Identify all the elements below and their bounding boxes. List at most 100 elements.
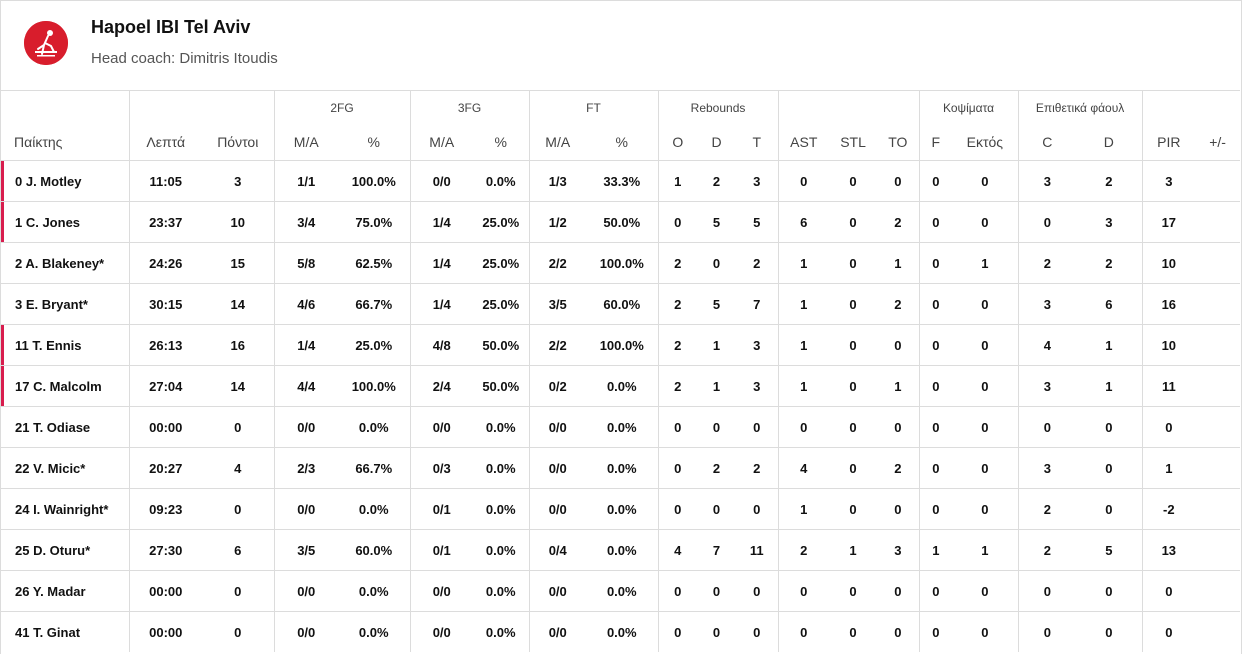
player-row: 2 A. Blakeney* 24:26 15 5/8 62.5% 1/4 25.0% 2/2… — [1, 242, 1241, 284]
col-turnovers[interactable]: TO — [888, 133, 908, 150]
cell-points: 6 — [202, 529, 274, 571]
cell-player-name[interactable]: 22 V. Micic* — [1, 447, 129, 489]
cell-steals: 0 — [849, 624, 857, 640]
cell-pir: 1 — [1141, 447, 1196, 489]
cell-fg3-made-attempted: 0/3 — [409, 447, 473, 489]
col-blocks-for[interactable]: F — [918, 123, 953, 161]
cell-steals: 1 — [829, 529, 878, 571]
cell-ft-pct: 60.0% — [586, 283, 659, 325]
cell-points: 16 — [202, 324, 274, 366]
cell-player-name[interactable]: 17 C. Malcolm — [1, 365, 129, 407]
cell-fouls-committed: 2 — [1017, 242, 1077, 284]
cell-fouls-committed: 2 — [1017, 488, 1077, 530]
player-row: 24 I. Wainright* 09:23 0 0/0 0.0% 0/1 0.0% 0/0 0… — [1, 488, 1241, 530]
cell-player-name[interactable]: 3 E. Bryant* — [1, 283, 129, 325]
cell-reb-offensive: 0 — [657, 488, 698, 530]
cell-fg2-pct: 66.7% — [338, 283, 410, 325]
cell-player-name[interactable]: 26 Y. Madar — [1, 570, 129, 612]
cell-turnovers: 2 — [877, 201, 920, 243]
cell-plus-minus — [1195, 365, 1241, 407]
cell-player-name[interactable]: 0 J. Motley — [1, 160, 129, 202]
group-spacer — [777, 91, 920, 123]
col-blocks-against[interactable]: Εκτός — [966, 133, 1004, 150]
cell-assists: 4 — [777, 447, 830, 489]
col-2fg-pct[interactable]: % — [367, 133, 380, 150]
cell-reb-total: 2 — [736, 242, 779, 284]
cell-turnovers: 3 — [877, 529, 920, 571]
cell-reb-defensive: 0 — [697, 406, 737, 448]
cell-fouls-drawn: 0 — [1076, 570, 1143, 612]
cell-pir: 11 — [1141, 365, 1196, 407]
cell-fouls-drawn: 1 — [1076, 365, 1143, 407]
cell-turnovers: 0 — [877, 570, 920, 612]
cell-fg2-made-attempted: 5/8 — [273, 242, 338, 284]
cell-ft-made-attempted: 1/2 — [528, 201, 586, 243]
cell-ft-made-attempted: 1/3 — [528, 160, 586, 202]
col-ft-made-attempted[interactable]: M/A — [528, 123, 586, 161]
cell-steals: 0 — [829, 365, 878, 407]
cell-fg2-made-attempted: 0/0 — [273, 570, 338, 612]
col-reb-defensive[interactable]: D — [711, 133, 722, 150]
cell-steals: 0 — [829, 283, 878, 325]
col-reb-offensive[interactable]: O — [657, 123, 698, 161]
col-3fg-pct[interactable]: % — [494, 133, 507, 150]
cell-player-name[interactable]: 1 C. Jones — [1, 201, 129, 243]
col-points[interactable]: Πόντοι — [217, 133, 259, 150]
col-reb-total[interactable]: T — [752, 133, 762, 150]
cell-pir: 13 — [1141, 529, 1196, 571]
col-steals[interactable]: STL — [840, 133, 866, 150]
cell-ft-pct: 0.0% — [586, 406, 659, 448]
col-2fg-made-attempted[interactable]: M/A — [273, 123, 338, 161]
cell-plus-minus — [1195, 283, 1241, 325]
cell-points: 14 — [202, 283, 274, 325]
cell-fg3-made-attempted: 2/4 — [409, 365, 473, 407]
cell-blocks-against: 0 — [952, 160, 1019, 202]
col-player[interactable]: Παίκτης — [14, 133, 63, 150]
cell-fg2-pct: 0.0% — [338, 488, 410, 530]
cell-reb-offensive: 4 — [657, 529, 698, 571]
cell-minutes: 11:05 — [128, 160, 202, 202]
cell-points: 3 — [202, 160, 274, 202]
cell-player-name[interactable]: 41 T. Ginat — [15, 624, 81, 640]
cell-fg2-pct: 66.7% — [338, 447, 410, 489]
col-pir[interactable]: PIR — [1141, 123, 1196, 161]
cell-fouls-drawn: 3 — [1076, 201, 1143, 243]
cell-minutes: 00:00 — [128, 570, 202, 612]
cell-points: 0 — [234, 624, 242, 640]
cell-reb-defensive: 0 — [697, 488, 737, 530]
col-fouls-committed[interactable]: C — [1017, 123, 1077, 161]
col-minutes[interactable]: Λεπτά — [128, 123, 202, 161]
cell-blocks-for: 0 — [918, 283, 953, 325]
cell-fg2-pct: 75.0% — [338, 201, 410, 243]
cell-blocks-against: 0 — [952, 283, 1019, 325]
col-assists[interactable]: AST — [777, 123, 830, 161]
cell-minutes: 23:37 — [128, 201, 202, 243]
cell-minutes: 27:04 — [128, 365, 202, 407]
cell-ft-made-attempted: 0/0 — [528, 611, 586, 652]
cell-reb-offensive: 0 — [657, 201, 698, 243]
cell-plus-minus — [1195, 488, 1241, 530]
cell-reb-total: 0 — [736, 406, 779, 448]
cell-reb-defensive: 5 — [697, 201, 737, 243]
cell-player-name[interactable]: 24 I. Wainright* — [1, 488, 129, 530]
cell-ft-made-attempted: 2/2 — [528, 242, 586, 284]
cell-player-name[interactable]: 21 T. Odiase — [1, 406, 129, 448]
cell-ft-made-attempted: 0/0 — [528, 488, 586, 530]
cell-fg2-pct: 0.0% — [338, 570, 410, 612]
cell-player-name[interactable]: 25 D. Oturu* — [1, 529, 129, 571]
group-spacer — [1, 91, 129, 123]
cell-plus-minus — [1195, 201, 1241, 243]
cell-fg3-pct: 0.0% — [473, 570, 529, 612]
col-plus-minus[interactable]: +/- — [1209, 133, 1226, 150]
col-ft-pct[interactable]: % — [615, 133, 628, 150]
cell-fg3-pct: 0.0% — [473, 160, 529, 202]
group-spacer — [128, 91, 274, 123]
col-3fg-made-attempted[interactable]: M/A — [409, 123, 473, 161]
cell-fouls-drawn: 0 — [1105, 624, 1113, 640]
group-blocks: Κοψίματα — [918, 91, 1019, 123]
cell-points: 0 — [202, 406, 274, 448]
cell-reb-total: 0 — [736, 488, 779, 530]
cell-player-name[interactable]: 2 A. Blakeney* — [1, 242, 129, 284]
col-fouls-drawn[interactable]: D — [1103, 133, 1114, 150]
cell-player-name[interactable]: 11 T. Ennis — [1, 324, 129, 366]
